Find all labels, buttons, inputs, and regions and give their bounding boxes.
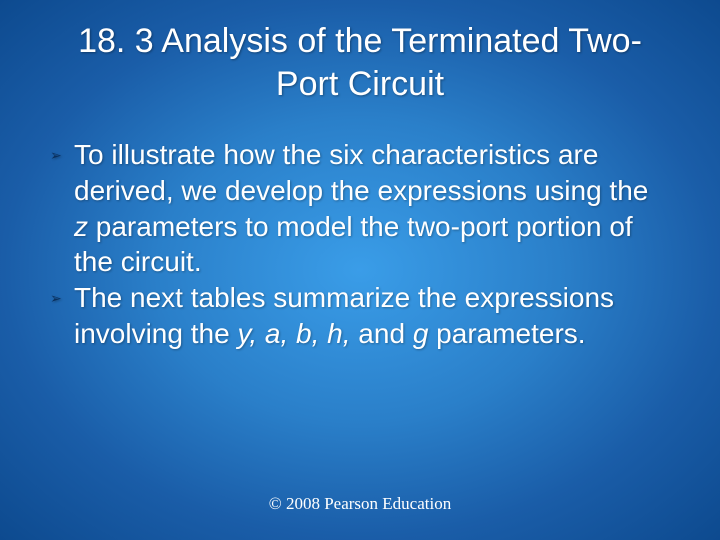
bullet-item: ➢ The next tables summarize the expressi… [50, 280, 670, 352]
bullet-list: ➢ To illustrate how the six characterist… [50, 137, 670, 352]
slide-title: 18. 3 Analysis of the Terminated Two-Por… [50, 20, 670, 105]
bullet-arrow-icon: ➢ [50, 147, 62, 165]
copyright-footer: © 2008 Pearson Education [0, 494, 720, 514]
bullet-text: The next tables summarize the expression… [74, 282, 614, 349]
slide: 18. 3 Analysis of the Terminated Two-Por… [0, 0, 720, 540]
bullet-item: ➢ To illustrate how the six characterist… [50, 137, 670, 280]
bullet-arrow-icon: ➢ [50, 290, 62, 308]
bullet-text: To illustrate how the six characteristic… [74, 139, 648, 277]
